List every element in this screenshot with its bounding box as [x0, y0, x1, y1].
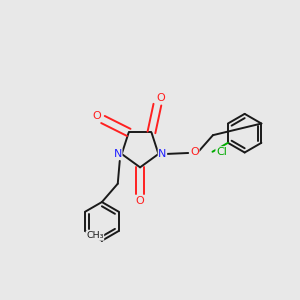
Text: O: O [136, 196, 145, 206]
Text: O: O [92, 110, 101, 121]
Text: CH₃: CH₃ [86, 231, 104, 240]
Text: O: O [156, 93, 165, 103]
Text: N: N [114, 149, 122, 159]
Text: N: N [158, 149, 166, 159]
Text: Cl: Cl [216, 147, 227, 157]
Text: O: O [190, 147, 199, 157]
